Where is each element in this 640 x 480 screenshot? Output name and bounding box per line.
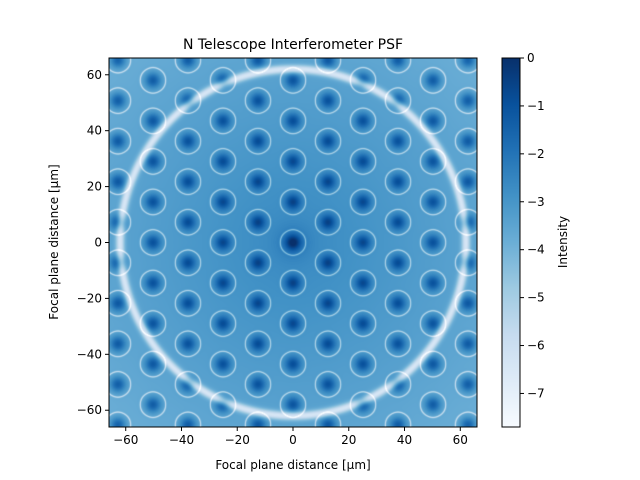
colorbar-tick-label: 0 xyxy=(527,51,535,65)
y-axis-label: Focal plane distance [μm] xyxy=(47,164,61,319)
y-tick-label: −20 xyxy=(77,291,102,305)
colorbar-axis: 0 −1 −2 −3 −4 −5 −6 −7 xyxy=(520,51,545,400)
x-axis-label: Focal plane distance [μm] xyxy=(215,458,370,472)
y-tick-label: −40 xyxy=(77,347,102,361)
y-axis: −60 −40 −20 0 20 40 60 xyxy=(77,68,109,417)
plot-frame xyxy=(108,57,478,428)
x-tick-label: 0 xyxy=(289,433,297,447)
x-tick-label: 20 xyxy=(341,433,356,447)
y-tick-label: 40 xyxy=(87,124,102,138)
colorbar-tick-label: −1 xyxy=(527,99,545,113)
psf-heatmap-image xyxy=(109,58,477,427)
colorbar-tick-label: −5 xyxy=(527,291,545,305)
y-tick-label: 20 xyxy=(87,180,102,194)
x-tick-label: −20 xyxy=(225,433,250,447)
x-tick-label: 40 xyxy=(397,433,412,447)
colorbar-tick-label: −6 xyxy=(527,339,545,353)
x-tick-label: −40 xyxy=(169,433,194,447)
x-tick-label: 60 xyxy=(453,433,468,447)
y-tick-label: −60 xyxy=(77,403,102,417)
colorbar xyxy=(501,57,521,428)
colorbar-tick-label: −7 xyxy=(527,386,545,400)
colorbar-tick-label: −3 xyxy=(527,195,545,209)
x-tick-label: −60 xyxy=(113,433,138,447)
colorbar-tick-label: −4 xyxy=(527,243,545,257)
y-tick-label: 60 xyxy=(87,68,102,82)
x-axis: −60 −40 −20 0 20 40 60 xyxy=(113,427,468,447)
colorbar-label: Intensity xyxy=(556,216,570,268)
chart-title: N Telescope Interferometer PSF xyxy=(183,37,403,53)
y-tick-label: 0 xyxy=(94,236,102,250)
colorbar-tick-label: −2 xyxy=(527,147,545,161)
